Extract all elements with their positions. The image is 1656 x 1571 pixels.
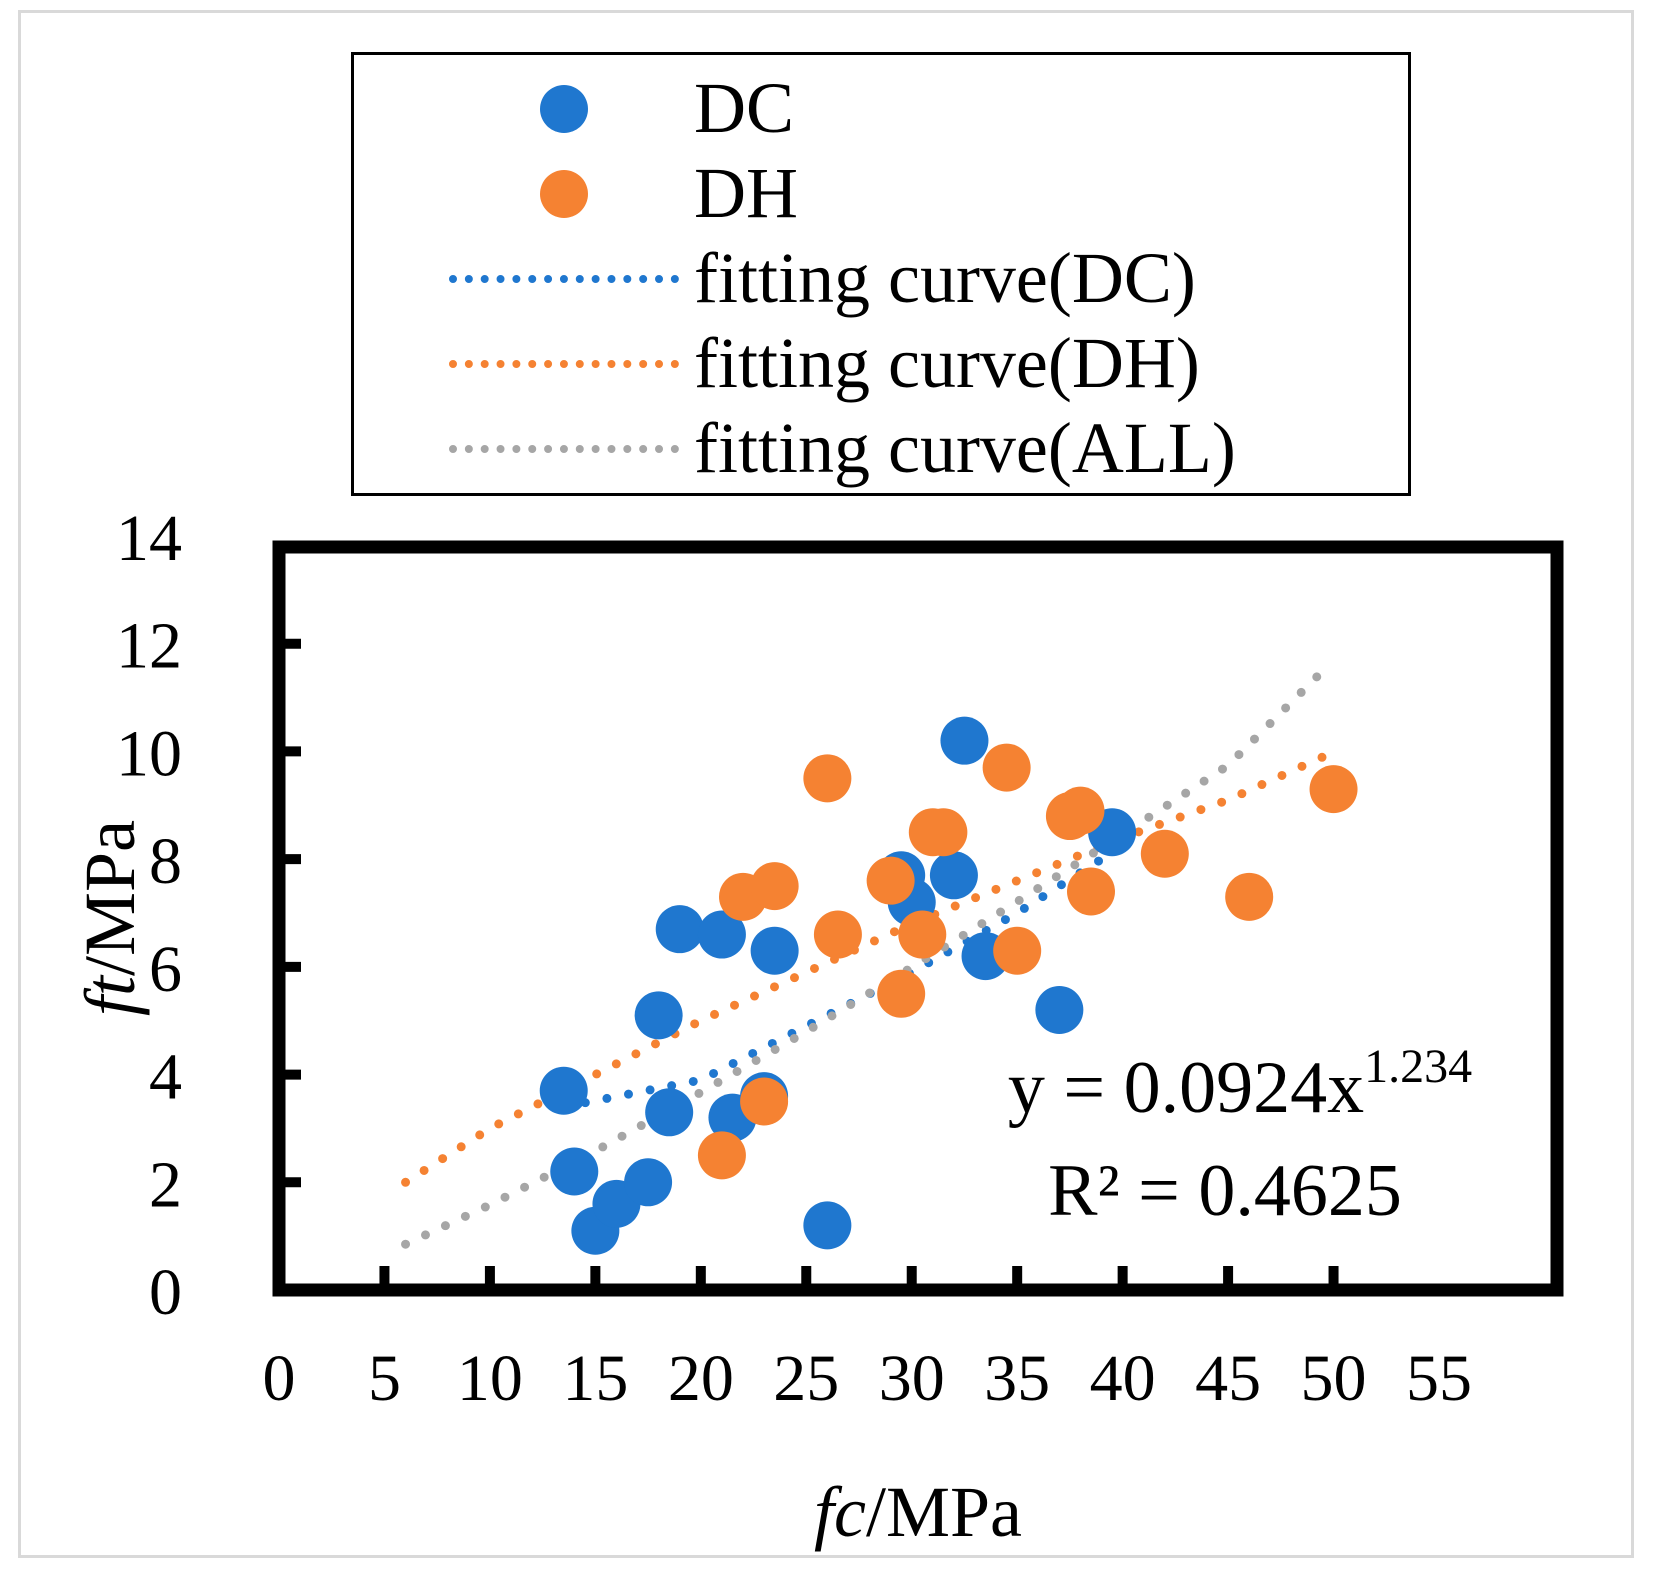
data-point-dh [740,1077,789,1126]
y-axis-title: ft/MPa [70,820,150,1016]
data-points [539,716,1358,1255]
legend-label: fitting curve(ALL) [694,408,1236,488]
data-point-dh [898,910,947,959]
y-tick-label: 10 [116,717,182,790]
legend-item-fit-all: fitting curve(ALL) [354,405,1408,491]
y-tick-label: 0 [149,1256,182,1329]
data-point-dc [697,910,746,959]
data-point-dc [655,905,704,954]
plot-area-border [272,540,1564,1297]
data-point-dc [929,851,978,900]
r-squared-label: R² = 0.4625 [1048,1150,1402,1232]
dh-marker-icon [540,170,588,218]
legend-label: DC [694,68,795,148]
data-point-dc [940,716,989,765]
x-tick-label: 30 [879,1342,945,1415]
fit-line [401,666,1328,1249]
data-point-dh [866,856,915,905]
legend: DC DH fitting curve(DC) fitting curve(DH… [351,52,1411,496]
data-point-dh [813,910,862,959]
axis-ticks [279,638,1339,1290]
y-tick-label: 2 [149,1148,182,1221]
fit-lines [401,666,1328,1249]
legend-label: fitting curve(DH) [694,323,1200,403]
data-point-dc [1035,985,1084,1034]
x-tick-label: 15 [562,1342,628,1415]
data-point-dc [550,1147,599,1196]
data-point-dc [624,1158,673,1207]
data-point-dc [803,1201,852,1250]
dc-marker-icon [540,85,588,133]
x-tick-label: 35 [984,1342,1050,1415]
data-point-dc [634,991,683,1040]
data-point-dh [750,862,799,911]
x-axis-title: fc/MPa [814,1472,1022,1552]
legend-item-dc: DC [354,65,1408,151]
x-tick-label: 10 [457,1342,523,1415]
x-tick-label: 50 [1301,1342,1367,1415]
data-point-dh [1309,765,1358,814]
x-tick-label: 45 [1195,1342,1261,1415]
data-point-dh [993,926,1042,975]
x-tick-label: 40 [1090,1342,1156,1415]
dotted-line-icon [449,275,679,283]
x-tick-label: 5 [368,1342,401,1415]
y-tick-label: 6 [149,933,182,1006]
figure-frame [18,10,1634,1558]
x-tick-label: 55 [1406,1342,1472,1415]
legend-label: DH [694,153,798,233]
data-point-dh [1067,867,1115,916]
data-point-dc [539,1066,588,1115]
data-point-dh [982,743,1031,792]
legend-item-fit-dc: fitting curve(DC) [354,235,1408,321]
data-point-dh [1140,829,1189,878]
dotted-line-icon [449,445,679,453]
legend-label: fitting curve(DC) [694,238,1196,318]
legend-item-dh: DH [354,150,1408,236]
data-point-dc [645,1088,694,1137]
y-tick-label: 4 [149,1041,182,1114]
data-point-dc [750,926,799,975]
data-point-dh [697,1131,746,1180]
data-point-dh [1225,872,1274,921]
dotted-line-icon [449,360,679,368]
data-point-dh [919,808,968,857]
x-tick-label: 20 [668,1342,734,1415]
data-point-dh [803,754,852,803]
data-point-dh [877,969,926,1018]
legend-item-fit-dh: fitting curve(DH) [354,320,1408,406]
equation-label: y = 0.0924x1.234 [1008,1040,1472,1129]
x-tick-label: 25 [773,1342,839,1415]
y-tick-label: 12 [116,610,182,683]
y-tick-label: 8 [149,825,182,898]
y-tick-label: 14 [116,502,182,575]
x-tick-label: 0 [263,1342,296,1415]
data-point-dh [1056,786,1105,835]
